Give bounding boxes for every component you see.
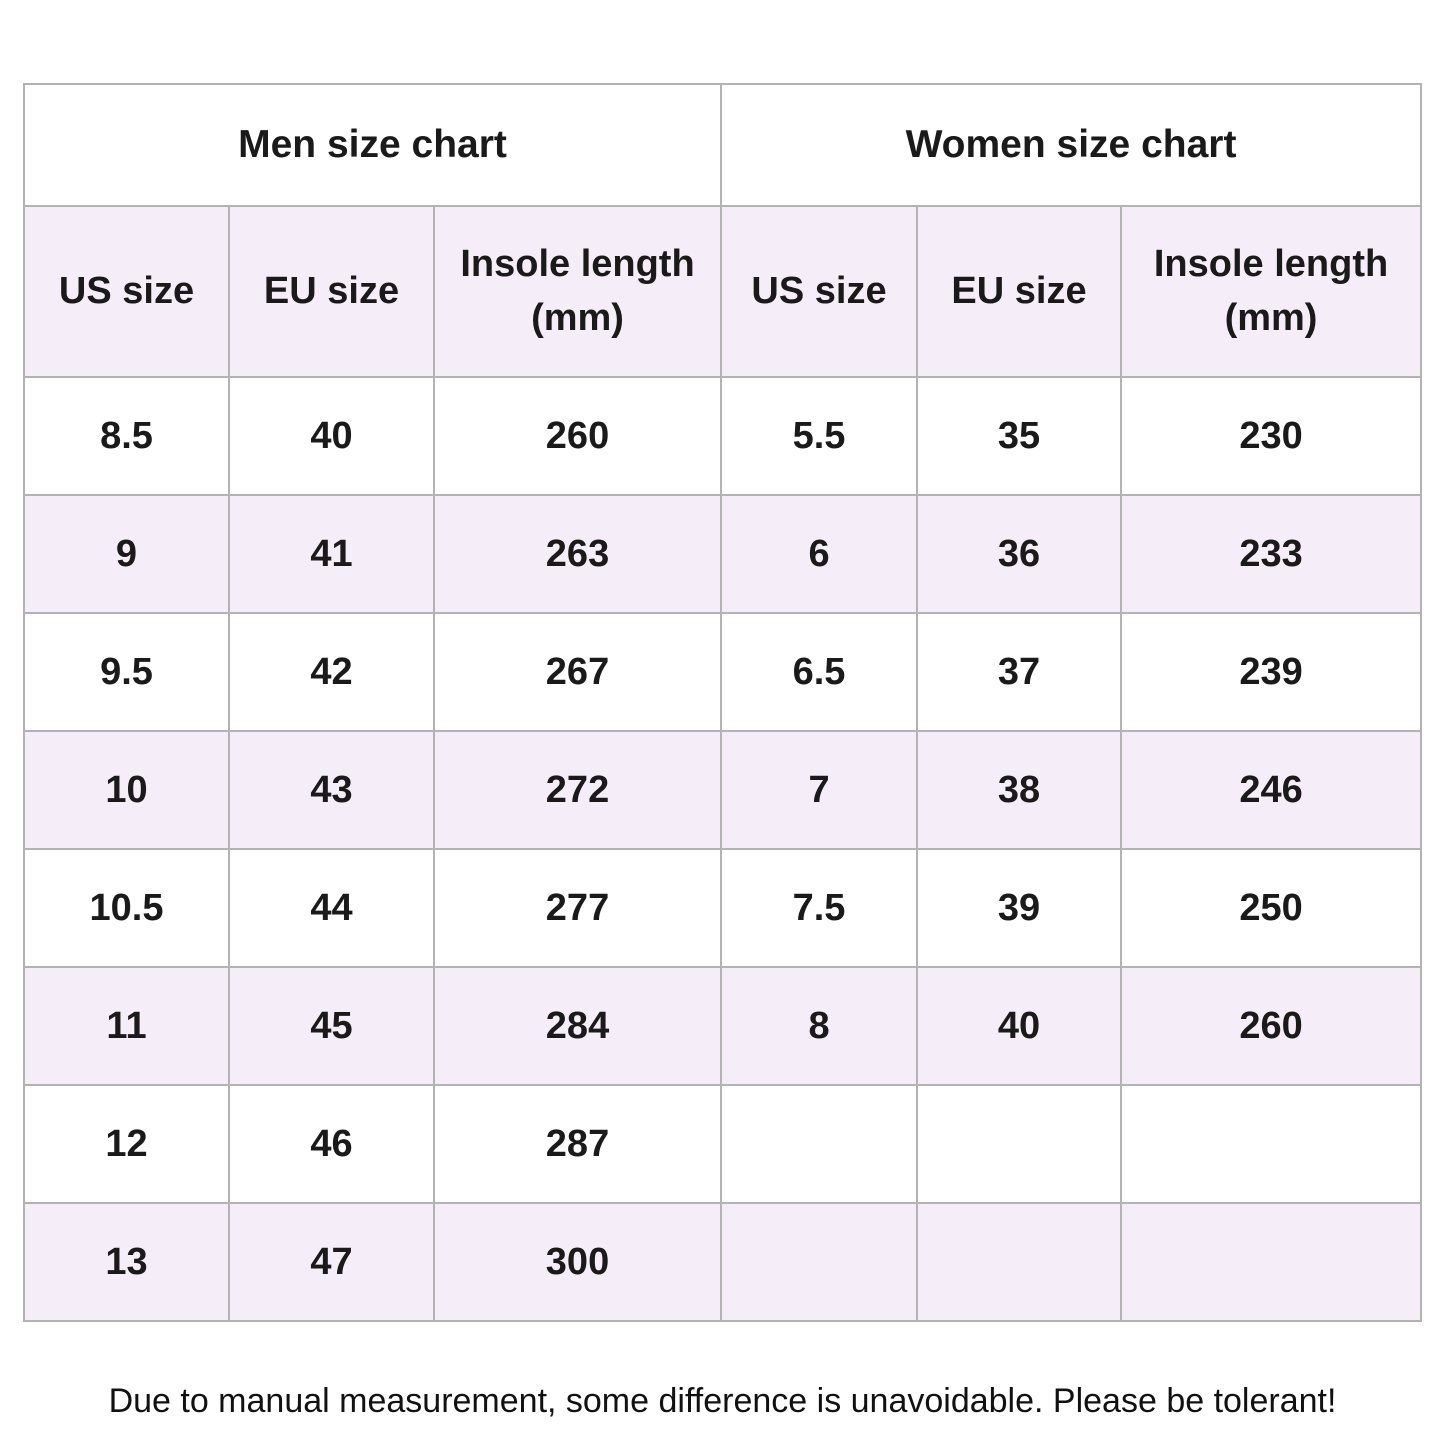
column-header-row: US size EU size Insole length (mm) US si… [23, 205, 1423, 378]
size-cell: 272 [432, 730, 723, 850]
size-cell: 7.5 [720, 848, 919, 968]
size-cell: 260 [1120, 966, 1423, 1086]
men-chart-title: Men size chart [22, 83, 723, 207]
table-row: 10 43 272 7 38 246 [23, 730, 1423, 850]
women-chart-title: Women size chart [720, 83, 1423, 207]
size-cell: 37 [916, 612, 1123, 732]
table-row: 11 45 284 8 40 260 [23, 966, 1423, 1086]
size-cell: 13 [23, 1202, 230, 1322]
women-insole-length-header: Insole length (mm) [1120, 205, 1423, 378]
table-row: 13 47 300 [23, 1202, 1423, 1322]
size-cell: 239 [1120, 612, 1423, 732]
size-cell: 10 [23, 730, 230, 850]
size-cell [1120, 1084, 1423, 1204]
size-cell: 40 [916, 966, 1123, 1086]
size-cell: 39 [916, 848, 1123, 968]
size-cell: 9 [23, 494, 230, 614]
women-us-size-header: US size [720, 205, 919, 378]
size-cell: 44 [228, 848, 435, 968]
men-insole-length-line2: (mm) [531, 296, 624, 339]
size-chart-table-container: Men size chart Women size chart US size … [22, 83, 1423, 1322]
size-cell: 43 [228, 730, 435, 850]
size-cell: 284 [432, 966, 723, 1086]
size-cell: 46 [228, 1084, 435, 1204]
size-cell [1120, 1202, 1423, 1322]
women-eu-size-header: EU size [916, 205, 1123, 378]
size-cell: 8 [720, 966, 919, 1086]
size-cell: 45 [228, 966, 435, 1086]
table-row: 12 46 287 [23, 1084, 1423, 1204]
table-row: 9.5 42 267 6.5 37 239 [23, 612, 1423, 732]
men-us-size-header: US size [23, 205, 230, 378]
size-cell: 6.5 [720, 612, 919, 732]
size-cell: 263 [432, 494, 723, 614]
size-cell [916, 1202, 1123, 1322]
measurement-note: Due to manual measurement, some differen… [108, 1382, 1337, 1420]
size-cell: 300 [432, 1202, 723, 1322]
size-cell: 250 [1120, 848, 1423, 968]
size-cell: 10.5 [23, 848, 230, 968]
size-cell: 233 [1120, 494, 1423, 614]
women-insole-length-line1: Insole length [1153, 243, 1389, 286]
table-body: 8.5 40 260 5.5 35 230 9 41 263 6 36 233 9.5 42 267 6.5 3… [23, 376, 1423, 1322]
size-cell: 5.5 [720, 376, 919, 496]
size-cell: 8.5 [23, 376, 230, 496]
size-cell: 11 [23, 966, 230, 1086]
size-cell: 40 [228, 376, 435, 496]
men-insole-length-header: Insole length (mm) [432, 205, 723, 378]
table-row: 8.5 40 260 5.5 35 230 [23, 376, 1423, 496]
size-cell: 35 [916, 376, 1123, 496]
size-cell: 7 [720, 730, 919, 850]
size-cell [916, 1084, 1123, 1204]
table-row: 10.5 44 277 7.5 39 250 [23, 848, 1423, 968]
men-insole-length-line1: Insole length [460, 243, 695, 286]
table-row: 9 41 263 6 36 233 [23, 494, 1423, 614]
size-cell: 6 [720, 494, 919, 614]
size-cell: 260 [432, 376, 723, 496]
size-cell: 12 [23, 1084, 230, 1204]
size-cell: 246 [1120, 730, 1423, 850]
size-cell: 267 [432, 612, 723, 732]
size-cell: 287 [432, 1084, 723, 1204]
size-cell: 38 [916, 730, 1123, 850]
size-cell: 47 [228, 1202, 435, 1322]
size-cell: 36 [916, 494, 1123, 614]
size-cell [720, 1084, 919, 1204]
size-cell: 230 [1120, 376, 1423, 496]
chart-title-row: Men size chart Women size chart [22, 83, 1423, 207]
size-cell: 41 [228, 494, 435, 614]
size-cell: 277 [432, 848, 723, 968]
men-eu-size-header: EU size [228, 205, 435, 378]
size-cell [720, 1202, 919, 1322]
women-insole-length-line2: (mm) [1224, 296, 1318, 339]
size-cell: 42 [228, 612, 435, 732]
size-chart-table: Men size chart Women size chart US size … [22, 83, 1423, 1322]
size-cell: 9.5 [23, 612, 230, 732]
